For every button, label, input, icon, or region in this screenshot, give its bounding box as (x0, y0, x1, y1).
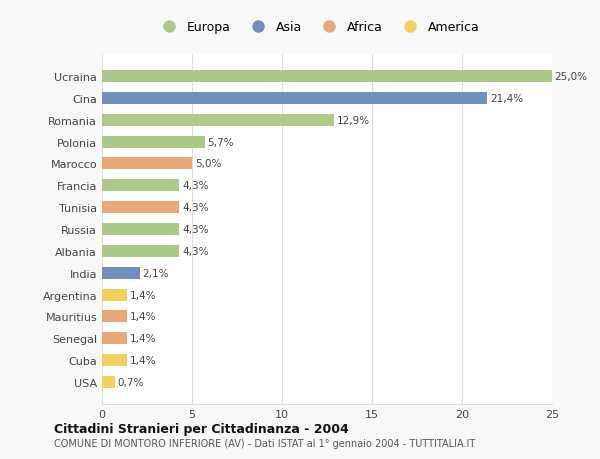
Bar (102, 376, 115, 388)
Text: 1,4%: 1,4% (130, 290, 157, 300)
Bar (102, 93, 487, 105)
Text: 21,4%: 21,4% (490, 94, 523, 104)
Legend: Europa, Asia, Africa, America: Europa, Asia, Africa, America (152, 16, 484, 39)
Bar (102, 202, 179, 214)
Text: 25,0%: 25,0% (555, 72, 588, 82)
Bar (102, 224, 179, 235)
Text: 12,9%: 12,9% (337, 116, 370, 125)
Text: 1,4%: 1,4% (130, 355, 157, 365)
Text: 1,4%: 1,4% (130, 312, 157, 322)
Text: 2,1%: 2,1% (143, 268, 169, 278)
Bar (102, 115, 334, 127)
Text: 4,3%: 4,3% (182, 181, 209, 191)
Text: 4,3%: 4,3% (182, 224, 209, 235)
Bar (102, 245, 179, 257)
Bar (102, 354, 127, 366)
Bar (102, 332, 127, 344)
Bar (102, 180, 179, 192)
Text: 5,7%: 5,7% (208, 137, 234, 147)
Bar (102, 289, 127, 301)
Bar (102, 267, 140, 279)
Bar (102, 311, 127, 323)
Bar (102, 158, 192, 170)
Bar (102, 136, 205, 148)
Text: 0,7%: 0,7% (118, 377, 143, 387)
Text: 1,4%: 1,4% (130, 334, 157, 343)
Text: COMUNE DI MONTORO INFERIORE (AV) - Dati ISTAT al 1° gennaio 2004 - TUTTITALIA.IT: COMUNE DI MONTORO INFERIORE (AV) - Dati … (54, 438, 475, 448)
Bar (102, 71, 552, 83)
Text: 4,3%: 4,3% (182, 246, 209, 256)
Text: Cittadini Stranieri per Cittadinanza - 2004: Cittadini Stranieri per Cittadinanza - 2… (54, 422, 349, 436)
Text: 5,0%: 5,0% (195, 159, 221, 169)
Text: 4,3%: 4,3% (182, 203, 209, 213)
